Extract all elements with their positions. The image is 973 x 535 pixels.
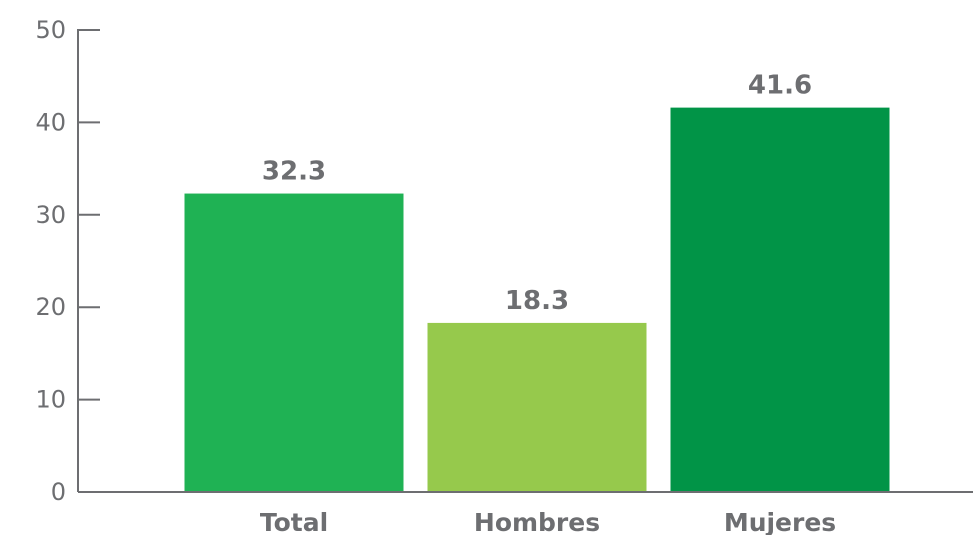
y-tick-label: 0 [51,478,66,506]
value-label-hombres: 18.3 [505,286,569,316]
bars [184,107,890,492]
y-tick-label: 10 [35,386,66,414]
category-label-hombres: Hombres [474,508,600,535]
y-tick-label: 40 [35,108,66,136]
bar-mujeres [670,107,890,492]
y-tick-label: 50 [35,16,66,44]
category-label-total: Total [260,508,328,535]
y-tick-label: 20 [35,293,66,321]
bar-total [184,193,404,492]
y-tick-label: 30 [35,201,66,229]
value-label-total: 32.3 [262,157,326,187]
value-label-mujeres: 41.6 [748,71,812,101]
y-axis: 0 10 20 30 40 50 [35,16,100,506]
category-label-mujeres: Mujeres [724,508,836,535]
value-labels: 32.3 18.3 41.6 [262,71,812,316]
x-axis: Total Hombres Mujeres [78,491,973,535]
bar-hombres [427,322,647,492]
